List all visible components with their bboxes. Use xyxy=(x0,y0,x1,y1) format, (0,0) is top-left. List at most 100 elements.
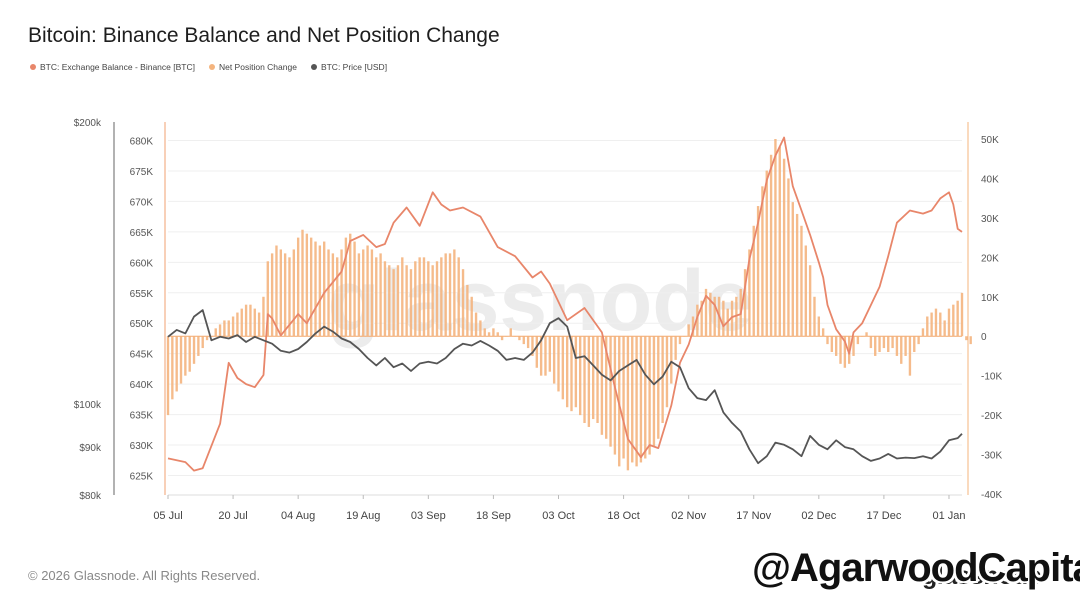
legend-item-exchange-balance[interactable]: BTC: Exchange Balance - Binance [BTC] xyxy=(30,62,195,72)
npc-bar xyxy=(414,261,417,337)
npc-bar xyxy=(522,336,525,345)
npc-bar xyxy=(453,249,456,337)
npc-bar xyxy=(492,328,495,337)
npc-bar xyxy=(635,336,638,467)
npc-bar xyxy=(887,336,890,352)
npc-bar xyxy=(626,336,630,471)
legend-item-price[interactable]: BTC: Price [USD] xyxy=(310,62,387,72)
npc-bar xyxy=(882,336,886,349)
balance-tick-label: 635K xyxy=(130,411,154,422)
npc-bar xyxy=(353,241,356,337)
x-tick-label: 05 Jul xyxy=(153,510,182,522)
npc-bar xyxy=(440,257,443,337)
npc-bar xyxy=(947,308,951,337)
npc-bar xyxy=(600,336,604,435)
npc-bar xyxy=(552,336,556,384)
npc-bar xyxy=(388,265,391,337)
npc-bar xyxy=(713,296,716,337)
npc-bar xyxy=(179,336,183,384)
npc-bar xyxy=(878,336,881,352)
npc-bar xyxy=(804,245,807,337)
npc-bar xyxy=(908,336,912,376)
npc-bar xyxy=(913,336,916,352)
exchange-balance-line xyxy=(167,136,963,472)
npc-bar xyxy=(956,300,959,337)
npc-bar xyxy=(405,265,408,337)
legend-dot-exchange-balance xyxy=(30,64,36,70)
npc-bar xyxy=(301,229,304,337)
x-tick-label: 03 Oct xyxy=(542,510,574,522)
npc-bar xyxy=(323,241,326,337)
x-tick-label: 02 Nov xyxy=(671,510,706,522)
npc-bar xyxy=(834,336,838,356)
npc-bar xyxy=(240,308,243,337)
npc-bar xyxy=(748,249,751,337)
npc-bar xyxy=(787,178,790,337)
npc-bar xyxy=(683,336,686,337)
npc-bar xyxy=(201,336,204,349)
npc-bar xyxy=(574,336,578,408)
npc-bar xyxy=(960,292,964,337)
npc-tick-label: -20K xyxy=(981,411,1002,422)
npc-bar xyxy=(327,249,330,337)
balance-tick-label: 625K xyxy=(130,472,154,483)
npc-bar xyxy=(409,269,413,337)
npc-bar xyxy=(531,336,534,356)
npc-bar xyxy=(483,328,486,337)
npc-bar xyxy=(292,249,296,337)
npc-bar xyxy=(526,336,530,349)
npc-bar xyxy=(197,336,200,356)
npc-bar xyxy=(518,336,521,341)
npc-bar xyxy=(730,300,734,337)
npc-bar xyxy=(622,336,625,459)
npc-bar xyxy=(210,336,213,337)
price-tick-label: $100k xyxy=(74,400,102,411)
npc-bar xyxy=(496,332,499,337)
npc-bar xyxy=(418,257,421,337)
npc-bar xyxy=(830,336,834,352)
npc-bar xyxy=(309,237,313,337)
npc-bar xyxy=(349,233,352,337)
legend-item-net-position-change[interactable]: Net Position Change xyxy=(208,62,297,72)
npc-bar xyxy=(244,304,248,337)
npc-bar xyxy=(370,249,374,337)
agarwood-watermark: @AgarwoodCapital xyxy=(752,546,1080,590)
npc-bar xyxy=(765,170,768,337)
npc-bar xyxy=(700,300,703,337)
npc-bar xyxy=(227,320,230,337)
npc-bar xyxy=(448,253,452,337)
npc-tick-label: -30K xyxy=(981,451,1002,462)
balance-tick-label: 670K xyxy=(130,197,154,208)
npc-bar xyxy=(166,336,170,416)
npc-bar xyxy=(249,304,252,337)
npc-bar xyxy=(609,336,612,447)
npc-bar xyxy=(262,296,265,337)
balance-tick-label: 630K xyxy=(130,441,154,452)
x-tick-label: 17 Nov xyxy=(736,510,771,522)
npc-bar xyxy=(639,336,643,463)
balance-tick-label: 645K xyxy=(130,350,154,361)
npc-bar xyxy=(192,336,196,364)
npc-bar xyxy=(535,336,538,368)
npc-bar xyxy=(470,296,473,337)
npc-bar xyxy=(487,332,491,337)
npc-bar xyxy=(904,336,907,356)
npc-bar xyxy=(943,320,946,337)
npc-bar xyxy=(782,158,786,337)
npc-bar xyxy=(652,336,656,447)
npc-bar xyxy=(283,253,287,337)
price-line xyxy=(167,309,963,465)
npc-bar xyxy=(921,328,925,337)
legend-dot-price xyxy=(310,64,317,70)
npc-tick-label: 10K xyxy=(981,293,999,304)
npc-bar xyxy=(557,336,560,392)
legend-dot-net-position-change xyxy=(208,64,215,70)
npc-bar xyxy=(865,332,868,337)
x-tick-label: 18 Oct xyxy=(607,510,639,522)
npc-bar xyxy=(457,257,460,337)
npc-bar xyxy=(548,336,552,372)
npc-bar xyxy=(570,336,573,412)
npc-bar xyxy=(318,245,322,337)
npc-bar xyxy=(657,336,660,439)
npc-bar xyxy=(401,257,404,337)
